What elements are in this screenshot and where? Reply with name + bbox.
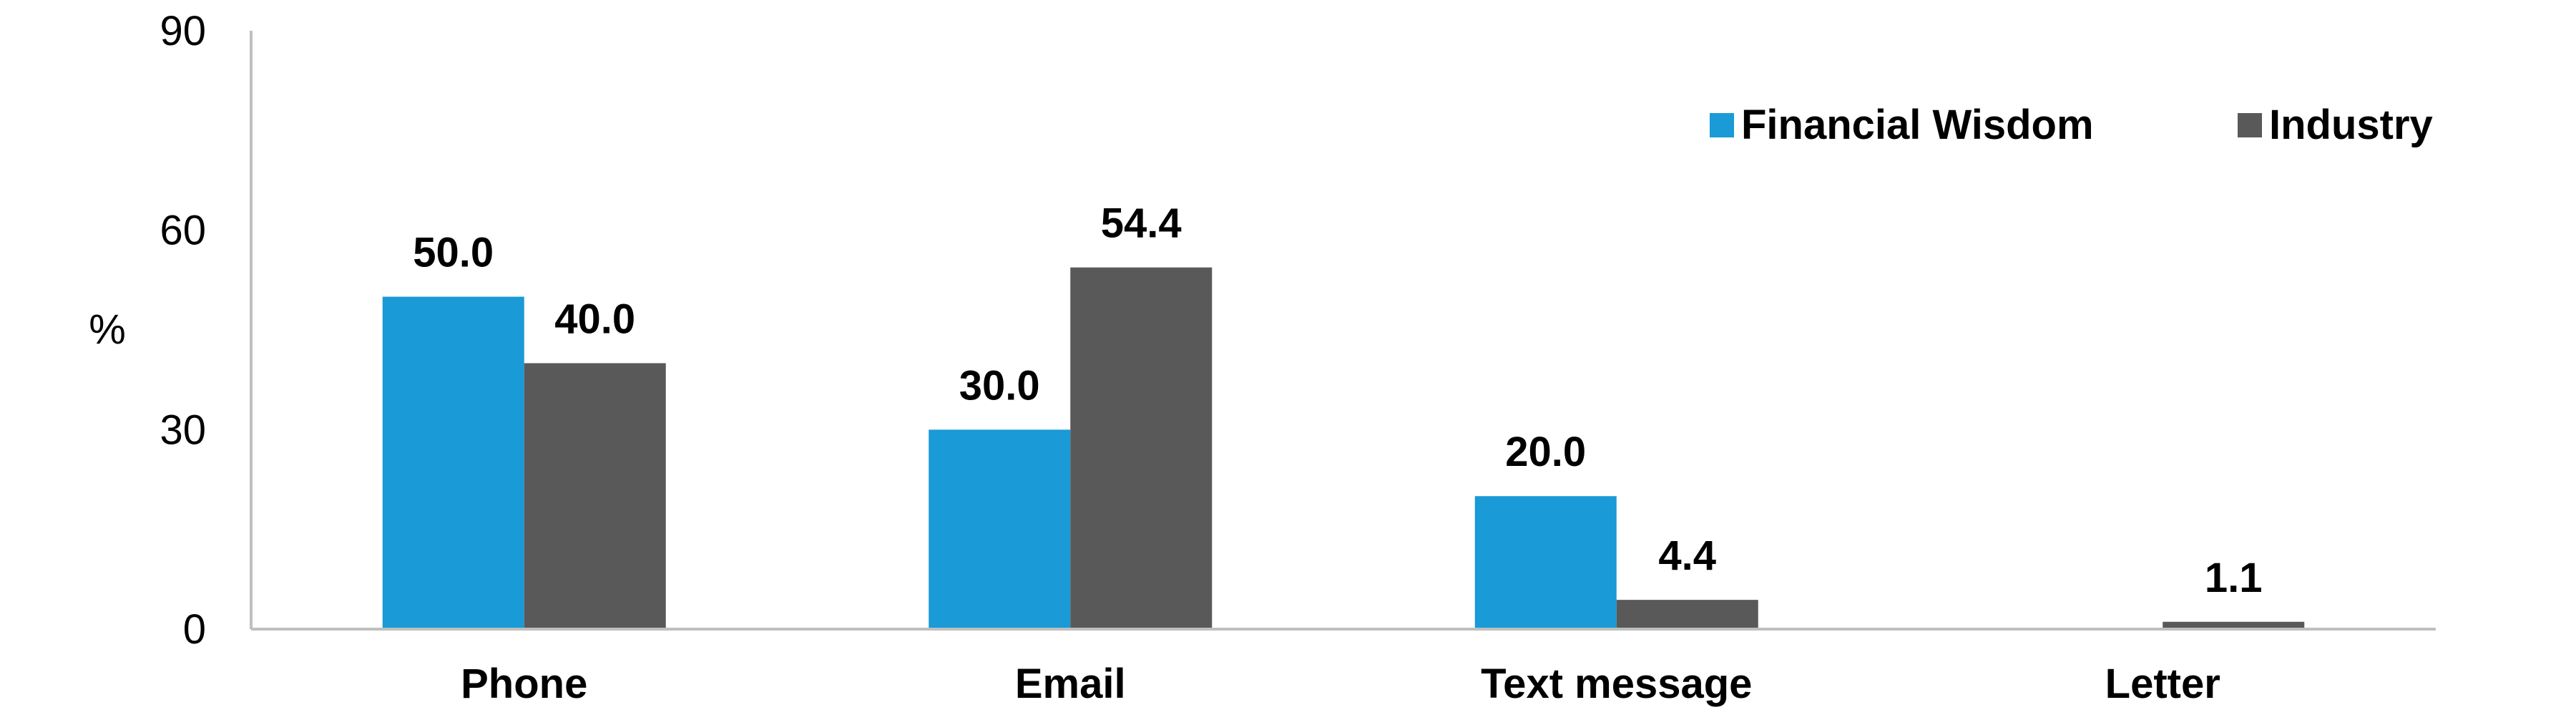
data-label: 50.0	[413, 230, 494, 276]
data-label: 30.0	[959, 362, 1040, 409]
x-axis: Phone Email Text message Letter	[251, 628, 2436, 707]
legend-swatch	[2238, 113, 2262, 137]
bar-industry-letter	[2163, 621, 2305, 629]
x-category-label: Email	[1015, 661, 1126, 707]
x-category-label: Text message	[1481, 661, 1752, 707]
data-label: 1.1	[2205, 555, 2263, 601]
x-category-label: Letter	[2105, 661, 2220, 707]
legend-swatch	[1710, 113, 1734, 137]
y-tick-label: 60	[160, 208, 206, 254]
bar-financial-wisdom-email	[929, 429, 1071, 629]
legend-label: Industry	[2269, 102, 2433, 148]
bar-industry-phone	[524, 363, 666, 629]
y-tick-label: 90	[160, 8, 206, 54]
y-axis: 0 30 60 90%	[89, 8, 253, 653]
y-tick-label: 30	[160, 407, 206, 453]
x-category-label: Phone	[461, 661, 587, 707]
bar-industry-text-message	[1616, 600, 1758, 629]
bar-industry-email	[1070, 267, 1213, 629]
legend: Financial Wisdom Industry	[1710, 102, 2433, 148]
bars	[382, 267, 2305, 629]
data-labels: 50.0 30.0 20.0 40.0 54.4 4.4 1.1	[413, 200, 2262, 601]
data-label: 20.0	[1505, 429, 1586, 475]
data-label: 4.4	[1658, 532, 1716, 579]
data-label: 54.4	[1101, 200, 1182, 247]
y-tick-label: 0	[183, 606, 206, 653]
bar-financial-wisdom-phone	[382, 296, 524, 629]
bar-financial-wisdom-text-message	[1474, 496, 1617, 629]
data-label: 40.0	[554, 296, 635, 342]
legend-label: Financial Wisdom	[1741, 102, 2094, 148]
y-axis-title: %	[89, 306, 126, 353]
